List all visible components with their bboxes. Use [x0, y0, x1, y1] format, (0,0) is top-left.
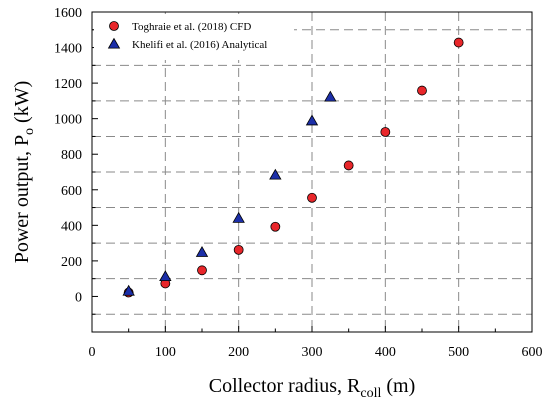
y-tick-label: 600	[61, 184, 82, 199]
y-axis-title: Power output, Po (kW)	[11, 81, 37, 264]
x-axis-title-sub: coll	[360, 386, 381, 401]
x-tick-labels: 0 100 200 300 400 500 600	[89, 345, 543, 360]
triangle-point	[324, 90, 337, 102]
y-tick-labels: 0 200 400 600 800 1000 1200 1400 1600	[54, 6, 82, 305]
y-tick-label: 400	[61, 219, 82, 234]
circle-point	[453, 37, 464, 48]
triangle-point	[195, 246, 209, 257]
x-tick-label: 600	[522, 345, 543, 360]
circle-point	[417, 85, 427, 96]
circle-point	[197, 265, 207, 276]
x-tick-label: 300	[302, 345, 323, 360]
x-tick-label: 500	[448, 345, 469, 360]
y-tick-label: 1600	[54, 6, 82, 21]
x-tick-label: 400	[375, 345, 396, 360]
data-points	[122, 37, 464, 298]
series-analytical	[122, 90, 337, 296]
triangle-point	[159, 270, 172, 282]
legend-circle-icon	[109, 21, 119, 31]
legend-box	[94, 14, 294, 60]
x-axis-title-main: Collector radius, R	[209, 375, 361, 397]
y-axis-title-unit: (kW)	[11, 81, 33, 128]
y-tick-label: 0	[75, 290, 82, 305]
x-axis-title-unit: (m)	[381, 375, 415, 397]
circle-point	[380, 127, 391, 137]
y-tick-label: 800	[61, 148, 82, 163]
legend-label-analytical: Khelifi et al. (2016) Analytical	[132, 39, 267, 51]
triangle-point	[305, 114, 319, 126]
x-axis-title: Collector radius, Rcoll (m)	[209, 375, 416, 401]
circle-point	[343, 160, 354, 171]
axis-ticks	[91, 11, 533, 333]
triangle-point	[122, 284, 135, 296]
x-tick-label: 100	[155, 345, 176, 360]
circle-point	[233, 244, 244, 255]
x-tick-label: 0	[89, 345, 96, 360]
legend-label-cfd: Toghraie et al. (2018) CFD	[132, 21, 251, 33]
y-tick-label: 1400	[54, 42, 82, 57]
circle-point	[270, 221, 281, 232]
legend-marker-analytical	[107, 37, 121, 49]
legend-triangle-icon	[107, 37, 121, 49]
series-cfd	[123, 37, 464, 298]
y-tick-label: 1000	[54, 113, 82, 128]
y-tick-label: 200	[61, 255, 82, 270]
triangle-point	[269, 168, 282, 180]
legend-marker-cfd	[109, 21, 119, 31]
x-tick-label: 200	[228, 345, 249, 360]
y-axis-title-main: Power output, P	[11, 135, 33, 263]
legend: Toghraie et al. (2018) CFD Khelifi et al…	[94, 14, 294, 60]
circle-point	[307, 192, 317, 203]
y-axis-title-sub: o	[22, 128, 37, 135]
y-tick-label: 1200	[54, 77, 82, 92]
triangle-point	[232, 211, 245, 223]
